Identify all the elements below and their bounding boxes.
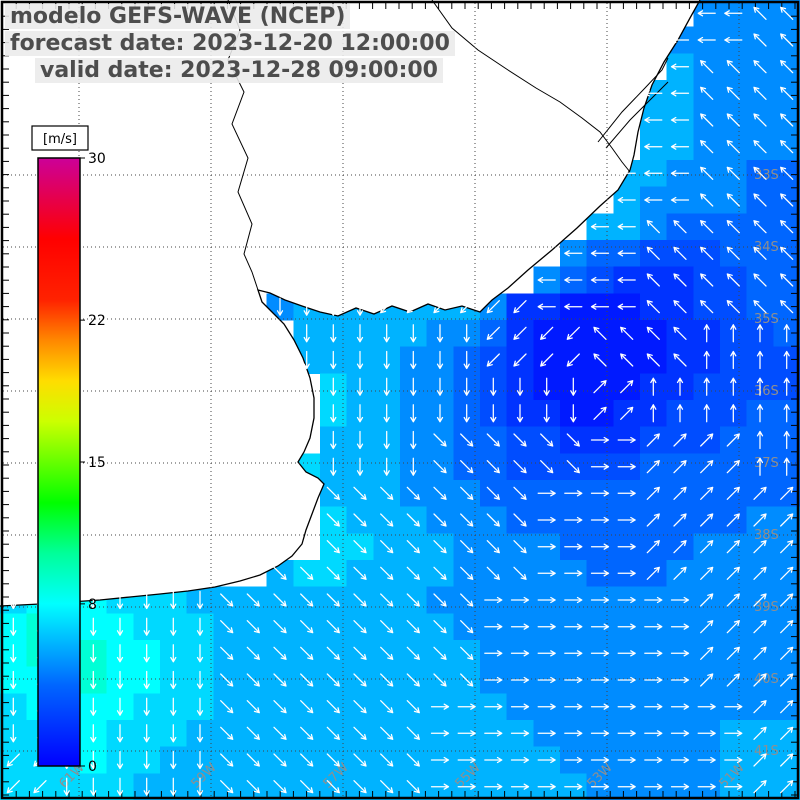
- lat-label: 39S: [754, 600, 779, 615]
- lat-label: 38S: [754, 528, 779, 543]
- river-line: [431, 0, 631, 173]
- colorbar-units: [m/s]: [43, 132, 77, 147]
- lat-label: 36S: [754, 384, 779, 399]
- title-block: modelo GEFS-WAVE (NCEP) forecast date: 2…: [5, 4, 455, 85]
- colorbar-tick-label: 22: [88, 313, 106, 329]
- colorbar-gradient: [37, 157, 81, 767]
- colorbar-tick-label: 15: [88, 455, 106, 471]
- lagoon-line: [597, 57, 669, 143]
- valid-date-label: valid date: 2023-12-28 09:00:00: [35, 58, 443, 83]
- lat-label: 35S: [754, 312, 779, 327]
- lat-label: 34S: [754, 240, 779, 255]
- lat-label: 33S: [754, 168, 779, 183]
- colorbar-tick-label: 8: [88, 597, 97, 613]
- colorbar-tick-label: 0: [88, 759, 97, 775]
- lat-label: 40S: [754, 672, 779, 687]
- colorbar: [m/s] 30 22 15 8 0: [31, 125, 106, 775]
- forecast-date-label: forecast date: 2023-12-20 12:00:00: [5, 31, 455, 56]
- lagoon-line: [605, 81, 669, 149]
- lat-label: 37S: [754, 456, 779, 471]
- model-title: modelo GEFS-WAVE (NCEP): [5, 4, 351, 29]
- colorbar-tick-label: 30: [88, 151, 106, 167]
- graticule-layer: [3, 3, 797, 797]
- lat-label: 41S: [754, 744, 779, 759]
